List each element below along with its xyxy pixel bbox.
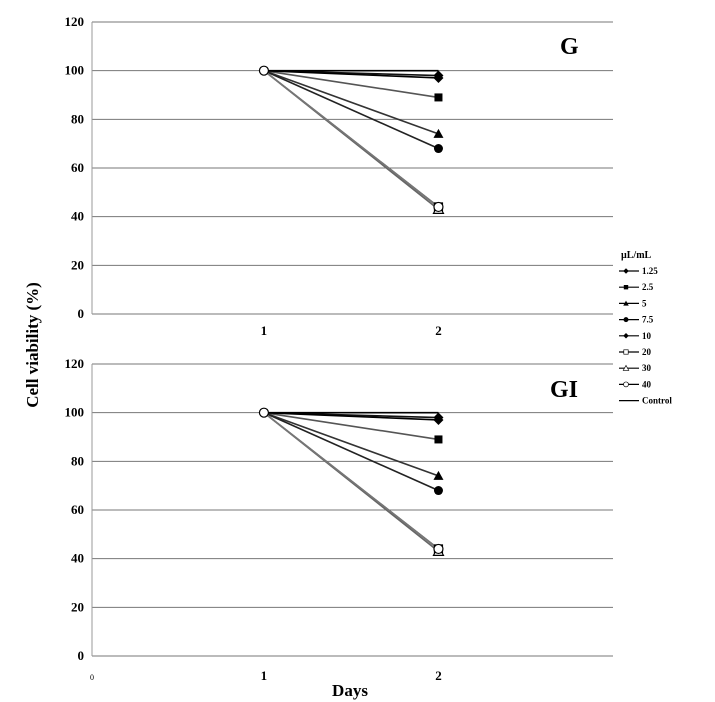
series-line-40 [263,70,439,208]
y-tick-label: 0 [78,306,85,321]
point-40 [433,201,444,213]
point-10 [433,72,444,83]
y-tick-label: 80 [71,453,84,468]
series-line-7_5 [263,69,439,150]
legend: µL/mL 1.25 2.5 5 7.5 10 20 30 40 Control [619,250,672,406]
legend-label: 5 [642,298,647,308]
x-tick-label: 0 [90,673,94,682]
legend-label: Control [642,396,672,406]
legend-title: µL/mL [621,250,652,261]
legend-label: 30 [642,363,652,373]
point-2_5 [434,435,443,444]
panel-label: G [560,34,579,60]
panel-gi: 0 20 40 60 80 100 120 0 1 2 GI [65,356,613,683]
legend-item: 20 [619,347,652,357]
y-tick-label: 100 [65,63,85,78]
x-tick-label: 1 [261,323,268,338]
series-line-2_5 [263,411,439,441]
series-line-7_5 [263,411,439,492]
y-tick-label: 0 [78,648,85,663]
series-line-5 [263,69,439,135]
legend-item: 10 [619,331,652,341]
x-tick-label: 1 [261,668,268,683]
legend-label: 2.5 [642,282,654,292]
start-point [258,407,270,418]
legend-item: 40 [619,379,652,389]
legend-label: 1.25 [642,266,658,276]
legend-marker [623,285,629,290]
legend-marker [623,333,629,339]
series-line-40 [263,412,439,550]
legend-label: 7.5 [642,315,654,325]
chart-panels: 0 20 40 60 80 100 120 1 2 G 0 20 40 60 80 100 120 0 1 2 GI [65,14,613,683]
y-tick-label: 120 [65,14,85,29]
y-tick-label: 120 [65,356,85,371]
panel-label: GI [550,377,578,403]
legend-item: 30 [619,363,652,373]
point-5 [433,470,444,480]
series-line-10 [263,69,439,79]
y-tick-label: 40 [71,551,84,566]
legend-marker [622,364,630,371]
point-7_5 [433,144,443,154]
series-line-2_5 [263,69,439,99]
y-axis-title: Cell viability (%) [23,282,42,408]
legend-marker [623,381,629,388]
x-axis-title: Days [332,681,368,700]
start-point [258,65,270,76]
point-7_5 [433,486,443,496]
x-tick-label: 2 [435,668,442,683]
legend-marker [623,268,629,274]
legend-label: 40 [642,379,652,389]
y-tick-label: 20 [71,599,84,614]
x-tick-label: 2 [435,323,442,338]
legend-label: 10 [642,331,652,341]
point-10 [433,414,444,425]
y-tick-label: 60 [71,160,84,175]
y-tick-label: 20 [71,257,84,272]
legend-item: 1.25 [619,266,658,276]
legend-item: 7.5 [619,315,654,325]
y-tick-label: 60 [71,502,84,517]
y-tick-label: 80 [71,111,84,126]
point-5 [433,128,444,138]
legend-item: 5 [619,298,647,308]
point-40 [433,543,444,555]
series-line-5 [263,411,439,477]
panel-g: 0 20 40 60 80 100 120 1 2 G [65,14,613,338]
legend-item: 2.5 [619,282,654,292]
point-2_5 [434,93,443,102]
series-line-10 [263,411,439,421]
y-tick-label: 40 [71,209,84,224]
legend-marker [623,317,629,323]
y-tick-label: 100 [65,405,85,420]
legend-label: 20 [642,347,652,357]
legend-item: Control [619,396,672,406]
legend-marker [623,300,629,306]
legend-marker [623,349,629,355]
